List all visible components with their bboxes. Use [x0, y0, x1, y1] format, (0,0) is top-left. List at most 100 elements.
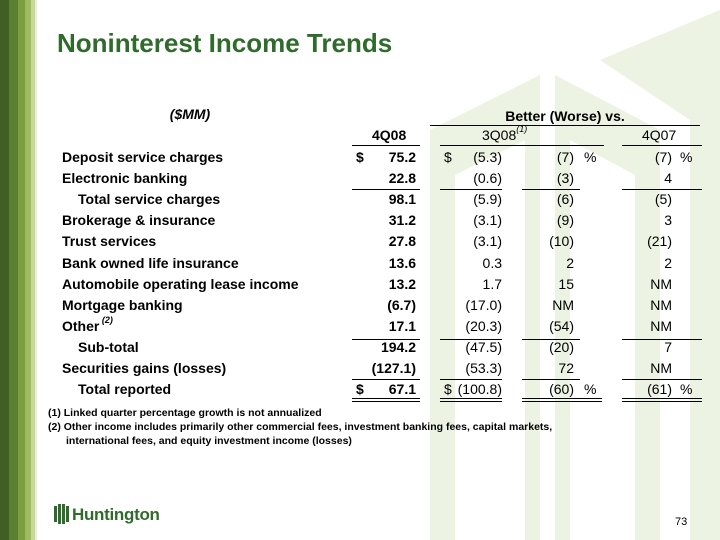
row-label: Bank owned life insurance	[62, 255, 239, 271]
row-rule	[622, 339, 702, 340]
row-yoy-pct: (61)	[647, 381, 672, 397]
total-rule	[352, 398, 420, 399]
row-rule	[522, 339, 580, 340]
decor-stripe	[35, 0, 37, 540]
decor-stripe	[0, 0, 9, 540]
row-diff-pct: NM	[552, 297, 574, 313]
header-rule	[352, 145, 420, 146]
decor-stripe	[31, 0, 35, 540]
row-yoy-sym: %	[680, 381, 693, 397]
row-diff-sign: $	[444, 149, 452, 165]
row-diff-amount: (17.0)	[465, 297, 502, 313]
row-rule	[352, 339, 420, 340]
header-rule	[440, 145, 604, 146]
row-value: 13.2	[388, 276, 416, 292]
header-rule	[430, 125, 700, 126]
row-diff-amount: (3.1)	[473, 233, 502, 249]
row-label: Mortgage banking	[62, 297, 183, 313]
row-diff-amount: (20.3)	[465, 318, 502, 334]
total-rule	[522, 398, 602, 399]
total-rule	[522, 401, 602, 402]
row-value: 27.8	[388, 233, 416, 249]
decor-stripe	[18, 0, 25, 540]
row-sign: $	[356, 381, 364, 397]
header-rule	[622, 145, 702, 146]
row-yoy-pct: NM	[650, 360, 672, 376]
total-rule	[352, 401, 420, 402]
footnote: (2) Other income includes primarily othe…	[48, 421, 553, 433]
row-yoy-pct: 3	[664, 212, 672, 228]
decor-stripe	[25, 0, 31, 540]
row-value: 75.2	[388, 149, 416, 165]
group-header: Better (Worse) vs.	[505, 108, 625, 124]
row-diff-sign: $	[444, 381, 452, 397]
row-value: (6.7)	[387, 297, 416, 313]
row-value: 67.1	[388, 381, 416, 397]
row-value: 194.2	[380, 339, 416, 355]
row-diff-pct: (54)	[549, 318, 574, 334]
row-yoy-pct: NM	[650, 318, 672, 334]
row-diff-amount: (5.3)	[473, 149, 502, 165]
logo-text: Huntington	[72, 505, 160, 524]
col-note: (1)	[516, 124, 528, 134]
row-label: Trust services	[62, 233, 157, 249]
row-label: Automobile operating lease income	[62, 276, 299, 292]
row-diff-amount: (47.5)	[465, 339, 502, 355]
row-diff-amount: (100.8)	[457, 381, 502, 397]
row-yoy-pct: NM	[650, 276, 672, 292]
row-pct-sym: %	[584, 149, 597, 165]
row-rule	[440, 339, 502, 340]
row-yoy-pct: (5)	[654, 191, 672, 207]
row-label: Deposit service charges	[62, 149, 224, 165]
row-value: 31.2	[388, 212, 416, 228]
decor-stripe	[9, 0, 18, 540]
row-diff-pct: (6)	[556, 191, 574, 207]
row-diff-pct: (20)	[549, 339, 574, 355]
row-rule	[522, 189, 580, 190]
row-label: Brokerage & insurance	[62, 212, 216, 228]
row-yoy-pct: (21)	[647, 233, 672, 249]
footnote: (1) Linked quarter percentage growth is …	[48, 407, 322, 419]
row-label: Total reported	[78, 381, 172, 397]
row-rule	[352, 189, 420, 190]
row-value: (127.1)	[371, 360, 416, 376]
row-label: Securities gains (losses)	[62, 360, 227, 376]
row-diff-amount: (53.3)	[465, 360, 502, 376]
row-pct-sym: %	[584, 381, 597, 397]
row-yoy-pct: (7)	[654, 149, 672, 165]
row-label: Electronic banking	[62, 170, 188, 186]
row-diff-pct: (10)	[549, 233, 574, 249]
row-yoy-sym: %	[680, 149, 693, 165]
row-label: Sub-total	[78, 339, 139, 355]
page-number: 73	[675, 516, 688, 528]
row-rule	[440, 379, 502, 380]
col-header-3q08: 3Q08(1)	[482, 124, 528, 143]
row-diff-amount: (5.9)	[473, 191, 502, 207]
row-label: Other (2)	[62, 315, 113, 334]
footnote: international fees, and equity investmen…	[66, 435, 352, 447]
col-header-4q08: 4Q08	[372, 127, 407, 143]
row-rule	[622, 379, 702, 380]
total-rule	[440, 401, 502, 402]
units-label: ($MM)	[169, 106, 211, 122]
total-rule	[622, 401, 702, 402]
total-rule	[622, 398, 702, 399]
row-value: 98.1	[388, 191, 416, 207]
row-yoy-pct: NM	[650, 297, 672, 313]
row-yoy-pct: 7	[664, 339, 672, 355]
row-diff-amount: (0.6)	[473, 170, 502, 186]
row-value: 17.1	[388, 318, 416, 334]
row-diff-pct: 72	[558, 360, 574, 376]
row-diff-pct: (9)	[556, 212, 574, 228]
huntington-logo-icon	[54, 504, 69, 524]
row-rule	[522, 379, 580, 380]
row-diff-pct: 15	[558, 276, 574, 292]
page-title: Noninterest Income Trends	[57, 28, 393, 58]
row-rule	[440, 189, 502, 190]
col-header-4q07: 4Q07	[642, 127, 677, 143]
row-diff-amount: 0.3	[482, 255, 502, 271]
row-value: 22.8	[388, 170, 416, 186]
row-diff-pct: (7)	[556, 149, 574, 165]
row-label-note: (2)	[99, 315, 113, 325]
row-rule	[352, 379, 420, 380]
